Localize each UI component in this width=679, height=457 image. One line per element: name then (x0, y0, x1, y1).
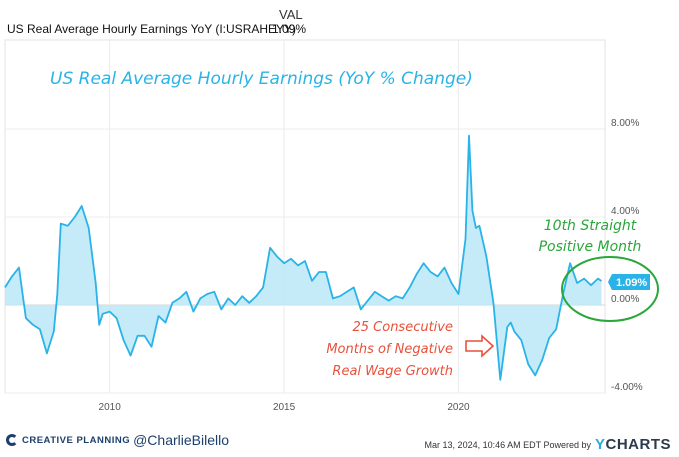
y-tick-label: 8.00% (611, 118, 639, 129)
gridlines (5, 40, 605, 394)
highlight-circle (561, 256, 659, 322)
y-axis-ticks: 8.00% 4.00% 0.00% -4.00% (611, 118, 643, 393)
x-tick-label: 2015 (273, 402, 296, 413)
val-column-label: VAL (279, 7, 303, 22)
area-fill (5, 135, 602, 380)
timestamp: Mar 13, 2024, 10:46 AM EDT Powered by (424, 439, 591, 450)
x-axis-ticks: 2010 2015 2020 (99, 402, 471, 413)
author-handle[interactable]: @CharlieBilello (133, 432, 230, 448)
footer-brand: CREATIVE PLANNING @CharlieBilello (6, 431, 229, 449)
brand-name: CREATIVE PLANNING (22, 434, 131, 446)
annotation-negative-line1: 25 Consecutive (352, 320, 453, 335)
legend-header: VAL US Real Average Hourly Earnings YoY … (0, 4, 679, 36)
series-line[interactable] (4, 134, 603, 381)
chart-title: US Real Average Hourly Earnings (YoY % C… (50, 69, 473, 89)
series-value: 1.09% (272, 22, 307, 36)
y-tick-label: 4.00% (611, 206, 639, 217)
x-tick-label: 2010 (99, 402, 122, 413)
creative-planning-logo-icon (6, 434, 18, 446)
y-tick-label: 0.00% (611, 294, 639, 305)
arrow-right-icon (465, 334, 495, 358)
annotation-negative-line3: Real Wage Growth (332, 364, 453, 379)
annotation-positive-line2: Positive Month (539, 239, 642, 255)
series-name[interactable]: US Real Average Hourly Earnings YoY (I:U… (7, 22, 297, 36)
footer-credit: Mar 13, 2024, 10:46 AM EDT Powered by YC… (425, 436, 671, 453)
x-tick-label: 2020 (447, 402, 470, 413)
last-value-flag: 1.09% (608, 274, 650, 290)
ycharts-logo[interactable]: YCHARTS (594, 436, 671, 453)
annotation-negative-line2: Months of Negative (326, 342, 453, 357)
annotation-positive-line1: 10th Straight (544, 218, 637, 234)
annotation-negative: 25 Consecutive Months of Negative Real W… (326, 320, 495, 379)
annotation-positive: 10th Straight Positive Month (539, 218, 642, 255)
last-value-label: 1.09% (616, 277, 647, 289)
y-tick-label: -4.00% (611, 382, 643, 393)
